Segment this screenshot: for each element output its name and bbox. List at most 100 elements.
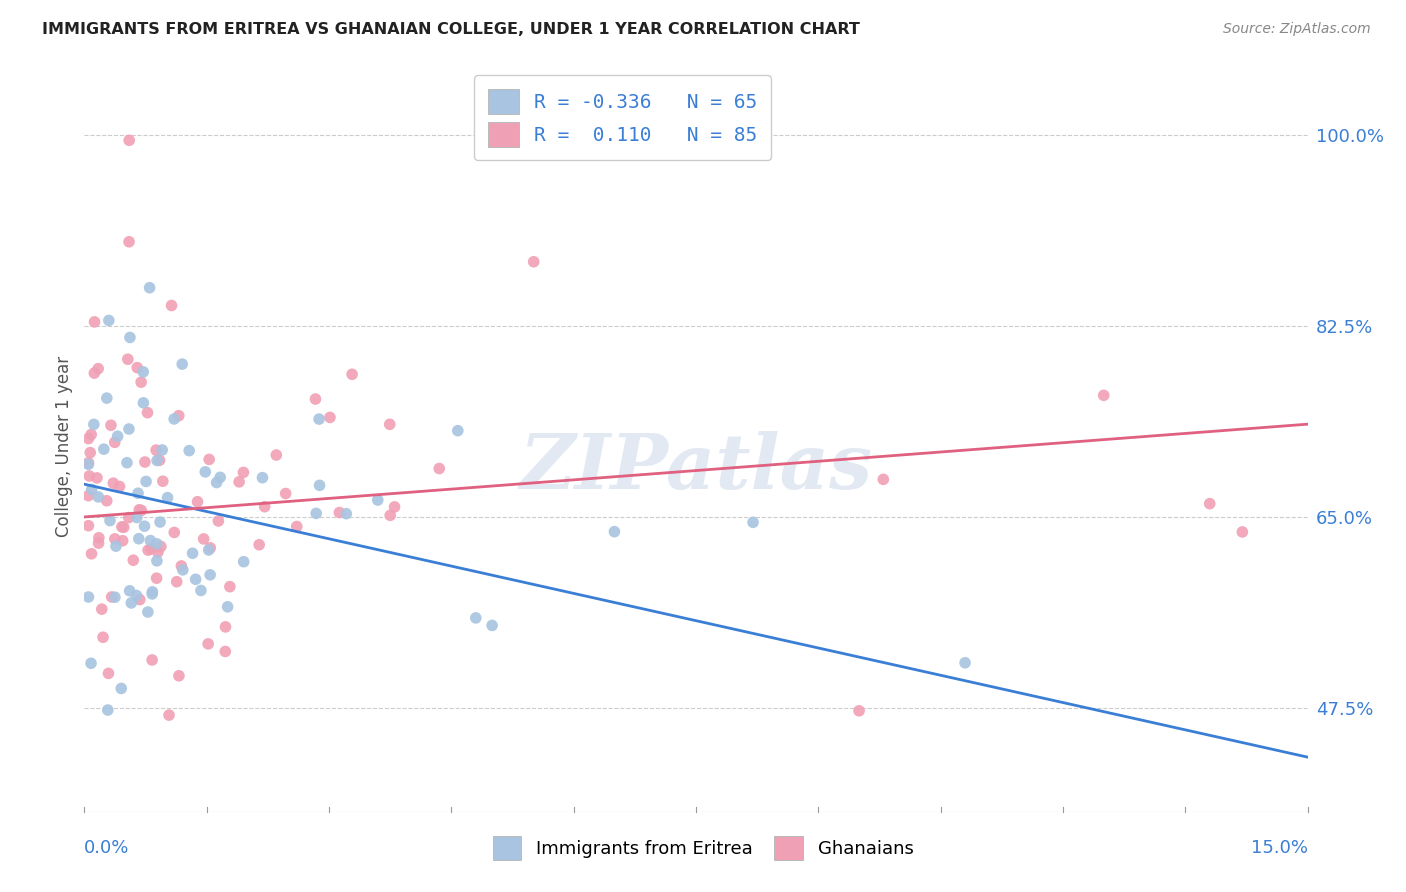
Point [253,500,276,514]
Point [166,574,188,589]
Point [107,429,129,443]
Point [125,589,148,603]
Point [523,254,546,268]
Point [319,410,342,425]
Point [285,519,308,533]
Point [117,352,139,367]
Point [90,602,112,616]
Point [228,475,250,489]
Point [378,417,401,432]
Text: 0.0%: 0.0% [84,839,129,857]
Point [149,540,172,554]
Point [214,644,236,658]
Point [872,472,894,486]
Point [328,506,350,520]
Point [131,503,153,517]
Point [115,456,138,470]
Point [128,592,150,607]
Point [128,502,150,516]
Point [104,591,127,605]
Point [118,422,141,436]
Point [219,580,242,594]
Point [163,412,186,426]
Point [156,491,179,505]
Point [103,476,125,491]
Point [247,538,270,552]
Point [149,515,172,529]
Point [77,489,100,503]
Point [1092,388,1115,402]
Point [308,478,330,492]
Point [104,435,127,450]
Point [77,458,100,472]
Point [96,493,118,508]
Point [167,669,190,683]
Point [77,518,100,533]
Point [145,443,167,458]
Point [91,630,114,644]
Point [172,563,194,577]
Point [132,365,155,379]
Point [136,406,159,420]
Point [305,507,328,521]
Point [603,524,626,539]
Point [141,653,163,667]
Point [146,554,169,568]
Point [98,514,121,528]
Point [197,637,219,651]
Point [83,315,105,329]
Legend: Immigrants from Eritrea, Ghanaians: Immigrants from Eritrea, Ghanaians [485,830,921,867]
Point [145,571,167,585]
Y-axis label: College, Under 1 year: College, Under 1 year [55,355,73,537]
Point [80,547,103,561]
Point [848,704,870,718]
Point [149,453,172,467]
Point [232,555,254,569]
Point [181,546,204,560]
Point [125,510,148,524]
Point [135,475,157,489]
Point [97,703,120,717]
Point [83,366,105,380]
Point [209,470,232,484]
Point [80,483,103,497]
Point [146,537,169,551]
Point [118,510,141,524]
Point [134,455,156,469]
Point [134,519,156,533]
Point [87,361,110,376]
Point [100,418,122,433]
Point [118,133,141,147]
Point [108,479,131,493]
Point [152,474,174,488]
Point [427,461,450,475]
Text: Source: ZipAtlas.com: Source: ZipAtlas.com [1223,22,1371,37]
Point [97,666,120,681]
Point [252,470,274,484]
Point [112,520,135,534]
Point [193,532,215,546]
Point [194,465,217,479]
Point [139,533,162,548]
Point [118,583,141,598]
Point [274,486,297,500]
Point [157,708,180,723]
Text: IMMIGRANTS FROM ERITREA VS GHANAIAN COLLEGE, UNDER 1 YEAR CORRELATION CHART: IMMIGRANTS FROM ERITREA VS GHANAIAN COLL… [42,22,860,37]
Point [128,532,150,546]
Point [172,357,194,371]
Point [136,605,159,619]
Point [200,541,222,555]
Point [186,494,208,508]
Point [160,298,183,312]
Point [481,618,503,632]
Point [141,587,163,601]
Point [146,453,169,467]
Legend: R = -0.336   N = 65, R =  0.110   N = 85: R = -0.336 N = 65, R = 0.110 N = 85 [474,75,770,161]
Point [340,368,363,382]
Point [150,442,173,457]
Point [232,466,254,480]
Point [138,281,160,295]
Point [198,452,221,467]
Point [266,448,288,462]
Point [1232,524,1254,539]
